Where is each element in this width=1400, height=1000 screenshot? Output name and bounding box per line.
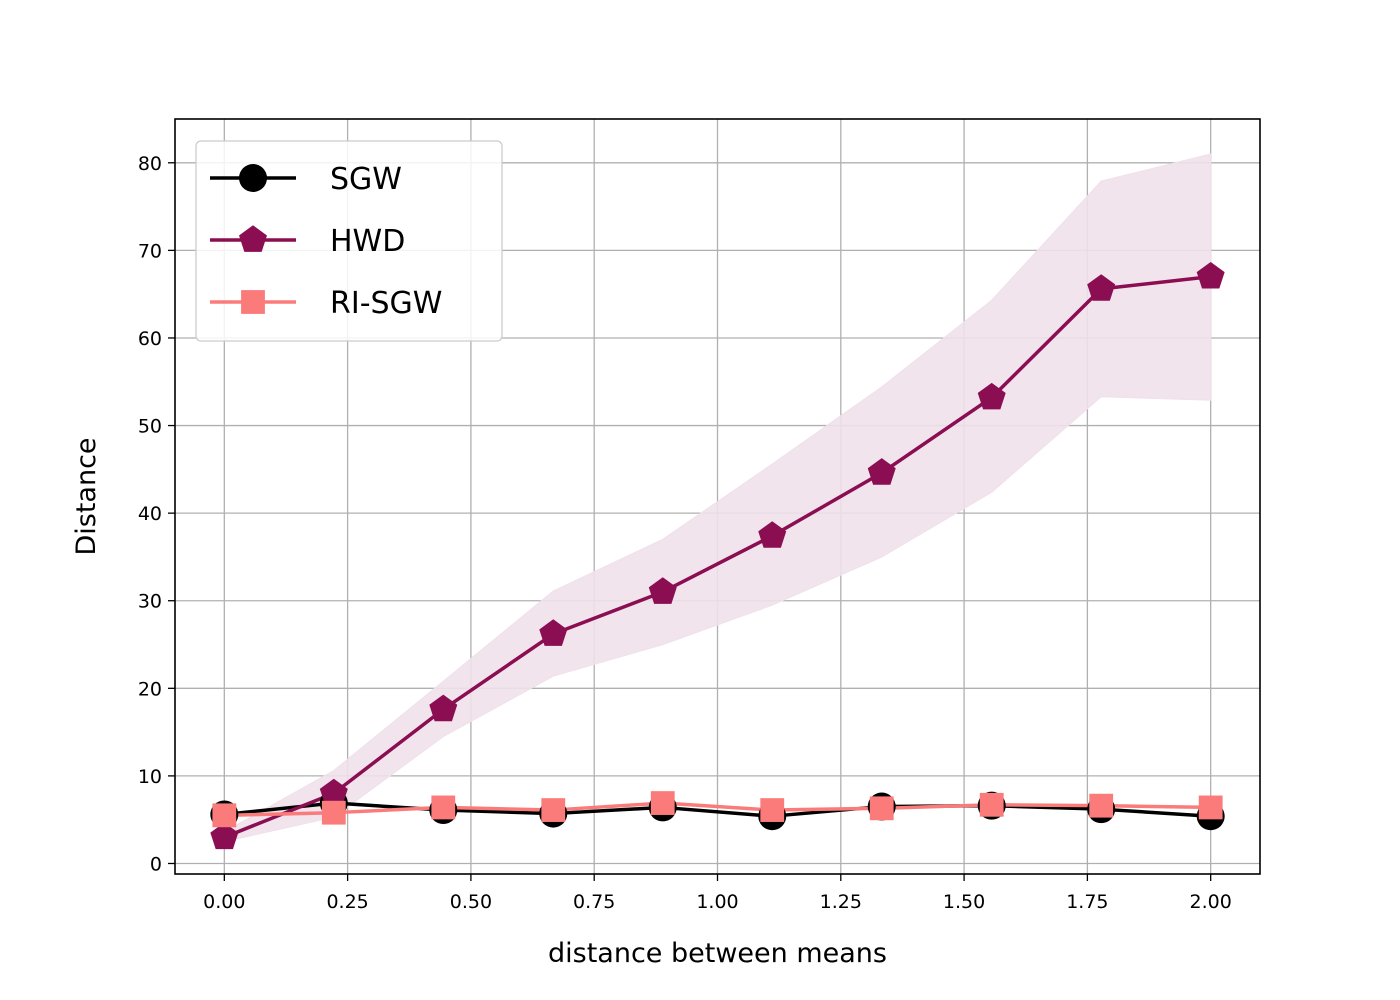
data-point-hwd <box>539 619 568 646</box>
series-line-hwd <box>222 274 1213 839</box>
axis-ticks: 0.00 0.25 0.50 0.75 1.00 1.25 1.50 1.75 2.00 0 10 2… <box>138 153 1232 913</box>
data-point-ri-sgw <box>869 796 894 821</box>
x-tick-label: 0.50 <box>450 891 492 913</box>
series-line-ri-sgw <box>222 801 1213 818</box>
data-point-hwd <box>429 694 458 722</box>
data-point-ri-sgw <box>321 800 346 825</box>
x-axis-label: distance between means <box>548 938 887 969</box>
x-tick-label: 0.25 <box>326 891 368 913</box>
legend-label-ri-sgw: RI-SGW <box>330 286 442 321</box>
data-point-ri-sgw <box>541 798 566 822</box>
legend: SGW HWD RI-SGW <box>195 140 503 342</box>
legend-marker-hwd <box>239 225 267 252</box>
data-point-hwd <box>1087 274 1116 301</box>
x-tick-label: 1.50 <box>943 891 985 913</box>
data-point-ri-sgw <box>979 792 1004 817</box>
y-tick-label: 20 <box>138 678 162 700</box>
y-tick-label: 80 <box>138 153 162 175</box>
x-tick-label: 1.75 <box>1066 891 1108 913</box>
y-tick-label: 50 <box>138 416 162 438</box>
y-tick-label: 30 <box>138 591 162 613</box>
series-line-sgw <box>222 801 1213 818</box>
data-point-hwd <box>867 458 896 485</box>
data-point-hwd <box>977 382 1006 410</box>
y-axis-label: Distance <box>71 437 102 555</box>
x-tick-label: 0.00 <box>203 891 245 913</box>
x-tick-label: 2.00 <box>1190 891 1232 913</box>
data-point-ri-sgw <box>760 798 785 822</box>
confidence-band <box>223 153 1212 843</box>
legend-marker-ri-sgw <box>241 290 265 314</box>
data-point-hwd <box>210 822 239 850</box>
data-point-hwd <box>758 521 787 548</box>
series-lines <box>222 274 1213 839</box>
confidence-bands <box>223 153 1212 843</box>
data-point-ri-sgw <box>212 803 237 828</box>
x-tick-label: 0.75 <box>573 891 615 913</box>
data-point-hwd <box>1196 261 1225 289</box>
legend-box <box>195 140 503 342</box>
data-point-hwd <box>648 577 677 604</box>
y-tick-label: 60 <box>138 328 162 350</box>
data-point-hwd <box>319 778 348 806</box>
x-tick-label: 1.00 <box>696 891 738 913</box>
y-tick-label: 10 <box>138 766 162 788</box>
data-point-ri-sgw <box>1089 793 1114 818</box>
series-markers <box>210 261 1225 850</box>
data-point-ri-sgw <box>431 795 456 820</box>
x-tick-label: 1.25 <box>820 891 862 913</box>
legend-marker-sgw <box>239 164 267 192</box>
data-point-ri-sgw <box>650 791 675 815</box>
y-tick-label: 40 <box>138 503 162 525</box>
legend-label-sgw: SGW <box>330 162 402 197</box>
legend-label-hwd: HWD <box>330 224 405 259</box>
y-tick-label: 70 <box>138 240 162 262</box>
data-point-ri-sgw <box>1198 795 1223 820</box>
y-tick-label: 0 <box>150 853 162 875</box>
